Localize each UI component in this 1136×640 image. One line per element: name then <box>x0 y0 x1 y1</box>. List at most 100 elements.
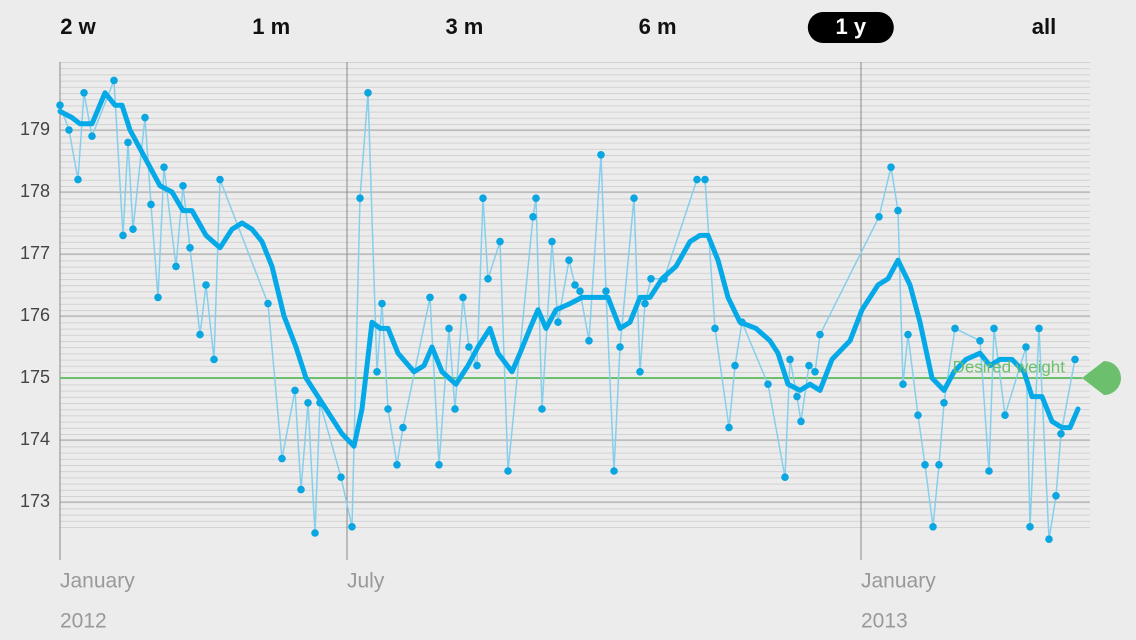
weight-point <box>1001 411 1009 420</box>
weight-point <box>348 523 356 531</box>
weight-point <box>1035 324 1043 333</box>
weight-point <box>216 175 224 184</box>
weight-point <box>297 485 305 494</box>
weight-point <box>731 361 739 370</box>
weight-point <box>88 132 96 140</box>
y-tick-label: 177 <box>20 243 50 263</box>
x-tick-year: 2012 <box>60 610 107 633</box>
weight-point <box>459 293 467 302</box>
weight-point <box>764 380 772 389</box>
x-tick-label: January <box>861 570 936 593</box>
y-tick-label: 178 <box>20 181 50 201</box>
weight-point <box>393 461 401 469</box>
minor-grid <box>60 62 1090 532</box>
weight-point <box>484 275 492 283</box>
weight-point <box>465 343 473 351</box>
target-marker[interactable] <box>1082 361 1121 395</box>
weight-point <box>496 237 504 246</box>
weight-point <box>597 151 605 159</box>
weight-point <box>80 89 88 97</box>
y-tick-label: 176 <box>20 305 50 325</box>
weight-point <box>364 89 372 97</box>
weight-point <box>571 281 579 289</box>
weight-point <box>647 275 655 283</box>
weight-point <box>565 256 573 265</box>
range-button[interactable]: 6 m <box>639 14 677 39</box>
weight-point <box>124 138 132 147</box>
weight-point <box>786 355 794 364</box>
weight-point <box>935 461 943 469</box>
range-button[interactable]: 1 m <box>252 14 290 39</box>
weight-point <box>616 343 624 351</box>
y-tick-label: 179 <box>20 119 50 139</box>
weight-point <box>711 324 719 333</box>
x-tick-label: July <box>347 570 385 593</box>
weight-point <box>602 287 610 296</box>
weight-point <box>186 244 194 252</box>
weight-point <box>914 411 922 420</box>
weight-point <box>548 237 556 246</box>
weight-point <box>554 318 562 327</box>
range-button[interactable]: 3 m <box>445 14 483 39</box>
weight-point <box>356 194 364 202</box>
weight-point <box>636 368 644 376</box>
selected-range-pill <box>807 12 894 43</box>
x-tick-year: 2013 <box>861 610 908 633</box>
weight-point <box>337 473 345 482</box>
weight-point <box>899 380 907 389</box>
weight-point <box>65 126 73 134</box>
weight-point <box>940 399 948 407</box>
weight-point <box>378 299 386 308</box>
weight-point <box>805 361 813 370</box>
weight-point <box>291 386 299 395</box>
weight-point <box>797 417 805 426</box>
weight-point <box>210 355 218 364</box>
weight-point <box>384 405 392 413</box>
weight-point <box>311 529 319 537</box>
weight-point <box>585 337 593 345</box>
weight-point <box>816 330 824 339</box>
weight-point <box>894 206 902 215</box>
weight-point <box>811 368 819 376</box>
range-button[interactable]: 2 w <box>60 14 96 39</box>
weight-point <box>921 461 929 469</box>
weight-point <box>129 225 137 233</box>
weight-point <box>532 194 540 202</box>
weight-point <box>119 231 127 240</box>
weight-point <box>399 423 407 432</box>
weight-point <box>147 200 155 209</box>
range-button[interactable]: all <box>1032 14 1056 39</box>
weight-point <box>985 467 993 475</box>
weight-point <box>1057 430 1065 438</box>
weight-point <box>504 467 512 475</box>
trend-line <box>57 90 1081 449</box>
weight-point <box>1052 492 1060 500</box>
weight-point <box>451 405 459 413</box>
weight-point <box>373 368 381 376</box>
weight-point <box>725 423 733 432</box>
weight-point <box>160 163 168 171</box>
weight-point <box>538 405 546 413</box>
weight-point <box>929 523 937 531</box>
weight-point <box>1026 523 1034 531</box>
weight-point <box>179 182 187 190</box>
weight-point <box>875 213 883 221</box>
weight-point <box>1045 535 1053 543</box>
weight-point <box>693 175 701 184</box>
weight-point <box>264 299 272 308</box>
weight-point <box>904 330 912 339</box>
weight-point <box>172 262 180 271</box>
weight-point <box>154 293 162 302</box>
weight-point <box>951 324 959 333</box>
weight-point <box>304 399 312 407</box>
weight-point <box>630 194 638 202</box>
weight-point <box>610 467 618 475</box>
x-tick-label: January <box>60 570 135 593</box>
weight-point <box>202 281 210 289</box>
weight-point <box>576 287 584 296</box>
range-button[interactable]: 1 y <box>836 14 867 39</box>
weight-point <box>445 324 453 333</box>
weight-point <box>887 163 895 171</box>
